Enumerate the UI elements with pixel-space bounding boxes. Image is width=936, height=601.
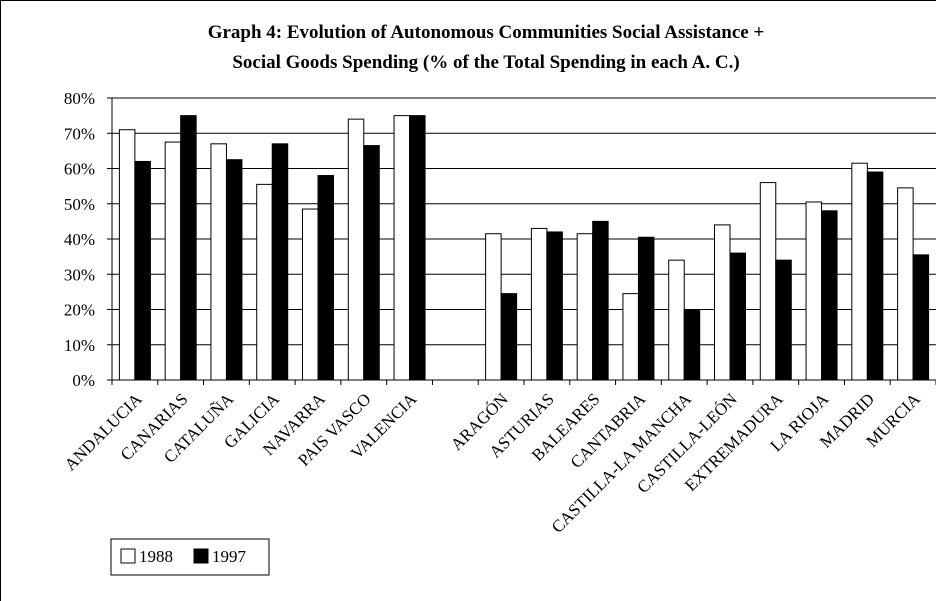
bar-1988-castilla-la-mancha — [668, 259, 685, 381]
y-axis-ticks: 0% 10% 20% 30% 40% 50% 60% 70% 80% — [64, 89, 112, 390]
category-labels: ANDALUCIACANARIASCATALUÑAGALICIANAVARRAP… — [61, 389, 925, 537]
y-tick-label: 80% — [64, 89, 95, 108]
bar-1988-valencia — [393, 115, 411, 381]
y-tick-label: 0% — [72, 371, 95, 390]
legend-swatch-1988 — [120, 548, 136, 564]
bar-1988-cantabria — [622, 293, 639, 381]
y-tick-label: 30% — [64, 265, 95, 284]
bar-1988-castilla-le-n — [714, 224, 731, 381]
bar-1988-andalucia — [118, 129, 136, 381]
legend-label-1997: 1997 — [212, 547, 247, 566]
bar-1988-murcia — [897, 187, 914, 381]
bar-1997-arag-n — [500, 293, 518, 381]
bar-1997-canarias — [180, 115, 197, 381]
y-tick-label: 40% — [64, 230, 95, 249]
bar-1988-asturias — [530, 227, 548, 381]
chart-title-line-2: Social Goods Spending (% of the Total Sp… — [232, 52, 739, 73]
bar-1997-castilla-la-mancha — [683, 309, 701, 381]
bar-1997-catalu-a — [225, 159, 243, 381]
bars — [118, 115, 930, 381]
bar-1997-asturias — [546, 231, 563, 381]
y-tick-label: 60% — [64, 160, 95, 179]
bar-1988-madrid — [851, 162, 868, 381]
bar-1988-baleares — [576, 233, 594, 381]
bar-1997-la-rioja — [821, 210, 838, 381]
bar-1988-galicia — [256, 183, 273, 381]
bar-1988-arag-n — [485, 233, 502, 381]
bar-1997-andalucia — [134, 160, 151, 381]
bar-1997-galicia — [271, 143, 289, 381]
bar-1997-extremadura — [775, 259, 792, 381]
bar-1988-canarias — [164, 141, 182, 381]
chart-title-line-1: Graph 4: Evolution of Autonomous Communi… — [208, 22, 765, 43]
gridlines — [112, 97, 936, 346]
bar-1988-pais-vasco — [347, 118, 365, 381]
bar-1997-navarra — [317, 175, 334, 381]
y-tick-label: 50% — [64, 195, 95, 214]
bar-1997-cantabria — [637, 236, 655, 381]
bar-1988-catalu-a — [210, 143, 227, 381]
bar-1997-baleares — [592, 220, 609, 381]
legend-label-1988: 1988 — [139, 547, 173, 566]
bar-1988-extremadura — [759, 182, 777, 381]
bar-1997-valencia — [409, 115, 426, 381]
x-tick-label: ANDALUCIA — [61, 389, 146, 474]
bar-1988-navarra — [302, 208, 319, 381]
bar-1997-murcia — [912, 254, 930, 381]
bar-1997-pais-vasco — [363, 145, 380, 381]
y-tick-label: 20% — [64, 301, 95, 320]
y-tick-label: 70% — [64, 124, 95, 143]
legend: 1988 1997 — [110, 538, 270, 576]
y-tick-label: 10% — [64, 336, 95, 355]
axes — [111, 98, 936, 385]
bar-1988-la-rioja — [805, 201, 823, 381]
legend-box — [110, 538, 270, 576]
bar-1997-madrid — [866, 171, 884, 381]
legend-swatch-1997 — [193, 548, 209, 564]
bar-1997-castilla-le-n — [729, 252, 746, 381]
